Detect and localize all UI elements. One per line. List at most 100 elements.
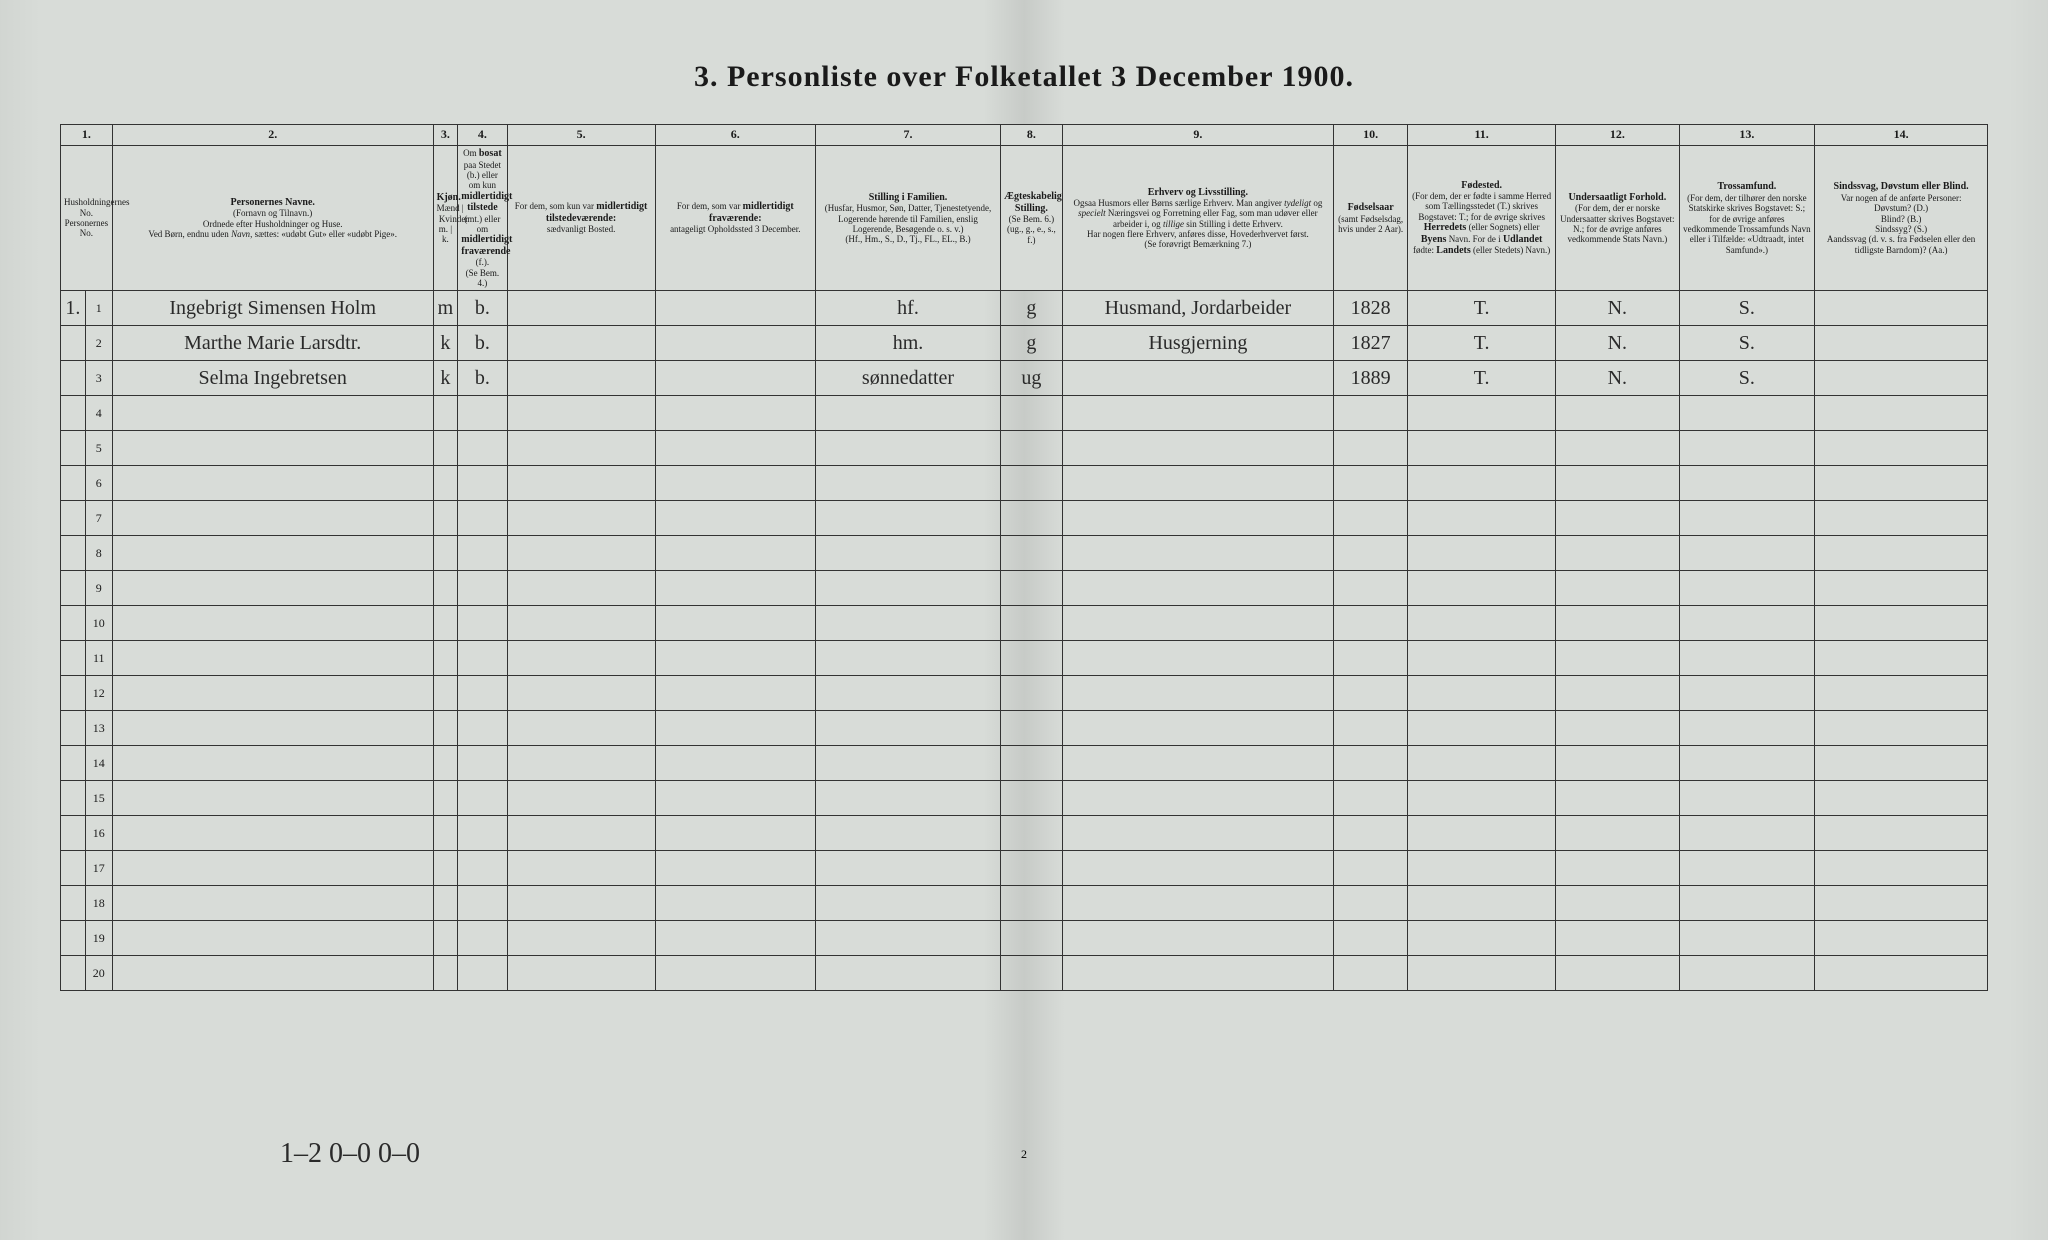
header-12: Undersaatligt Forhold.(For dem, der er n… [1556, 146, 1679, 291]
header-2: Personernes Navne.(Fornavn og Tilnavn.)O… [112, 146, 433, 291]
cell-mar [1001, 711, 1063, 746]
cell-occ [1062, 571, 1333, 606]
cell-rel [1679, 466, 1815, 501]
cell-away [507, 676, 655, 711]
cell-dis [1815, 676, 1988, 711]
cell-dis [1815, 326, 1988, 361]
cell-away [507, 431, 655, 466]
cell-mk: k [433, 326, 458, 361]
cell-occ [1062, 606, 1333, 641]
cell-mk [433, 396, 458, 431]
cell-year [1334, 396, 1408, 431]
cell-birthplace [1408, 781, 1556, 816]
cell-hh [61, 466, 86, 501]
cell-absent [655, 606, 815, 641]
cell-nat [1556, 676, 1679, 711]
cell-birthplace [1408, 676, 1556, 711]
cell-p: 20 [85, 956, 112, 991]
cell-birthplace: T. [1408, 326, 1556, 361]
cell-nat [1556, 781, 1679, 816]
cell-fam [815, 711, 1000, 746]
cell-rel [1679, 606, 1815, 641]
footer-handwritten-note: 1–2 0–0 0–0 [280, 1138, 420, 1170]
cell-nat [1556, 746, 1679, 781]
cell-year: 1827 [1334, 326, 1408, 361]
cell-mar [1001, 816, 1063, 851]
table-row: 13 [61, 711, 1988, 746]
cell-hh [61, 886, 86, 921]
cell-occ [1062, 956, 1333, 991]
cell-nat [1556, 956, 1679, 991]
cell-p: 7 [85, 501, 112, 536]
cell-fam [815, 641, 1000, 676]
cell-mk [433, 921, 458, 956]
header-8: Ægteskabelig Stilling.(Se Bem. 6.)(ug., … [1001, 146, 1063, 291]
cell-year [1334, 746, 1408, 781]
cell-away [507, 886, 655, 921]
cell-dis [1815, 396, 1988, 431]
cell-dis [1815, 501, 1988, 536]
cell-res [458, 921, 507, 956]
colnum-10: 10. [1334, 125, 1408, 146]
cell-hh [61, 571, 86, 606]
cell-absent [655, 676, 815, 711]
cell-name [112, 851, 433, 886]
colnum-7: 7. [815, 125, 1000, 146]
cell-birthplace [1408, 641, 1556, 676]
cell-rel [1679, 956, 1815, 991]
census-table: 1.2.3.4.5.6.7.8.9.10.11.12.13.14. Hushol… [60, 124, 1988, 991]
cell-rel [1679, 711, 1815, 746]
cell-name [112, 466, 433, 501]
table-row: 18 [61, 886, 1988, 921]
cell-rel [1679, 781, 1815, 816]
cell-year [1334, 781, 1408, 816]
cell-mar [1001, 956, 1063, 991]
cell-nat [1556, 501, 1679, 536]
cell-absent [655, 851, 815, 886]
cell-dis [1815, 711, 1988, 746]
cell-absent [655, 816, 815, 851]
cell-mar: g [1001, 326, 1063, 361]
cell-res [458, 676, 507, 711]
cell-name [112, 676, 433, 711]
cell-p: 19 [85, 921, 112, 956]
cell-hh [61, 746, 86, 781]
cell-absent [655, 921, 815, 956]
cell-mar: ug [1001, 361, 1063, 396]
cell-mk [433, 711, 458, 746]
cell-birthplace [1408, 396, 1556, 431]
cell-res [458, 466, 507, 501]
cell-dis [1815, 571, 1988, 606]
cell-absent [655, 746, 815, 781]
cell-fam [815, 606, 1000, 641]
cell-absent [655, 431, 815, 466]
cell-dis [1815, 536, 1988, 571]
cell-away [507, 291, 655, 326]
cell-dis [1815, 746, 1988, 781]
cell-absent [655, 536, 815, 571]
table-row: 6 [61, 466, 1988, 501]
cell-fam [815, 746, 1000, 781]
cell-mk: m [433, 291, 458, 326]
cell-res [458, 571, 507, 606]
header-3: Kjøn.Mænd | Kvinderm. | k. [433, 146, 458, 291]
cell-hh [61, 956, 86, 991]
cell-fam [815, 466, 1000, 501]
column-number-row: 1.2.3.4.5.6.7.8.9.10.11.12.13.14. [61, 125, 1988, 146]
cell-nat [1556, 571, 1679, 606]
cell-year: 1828 [1334, 291, 1408, 326]
cell-rel: S. [1679, 291, 1815, 326]
cell-birthplace [1408, 746, 1556, 781]
cell-name [112, 956, 433, 991]
cell-occ [1062, 361, 1333, 396]
cell-fam [815, 816, 1000, 851]
cell-p: 4 [85, 396, 112, 431]
cell-birthplace [1408, 501, 1556, 536]
cell-nat: N. [1556, 361, 1679, 396]
cell-birthplace [1408, 956, 1556, 991]
cell-dis [1815, 886, 1988, 921]
cell-name [112, 711, 433, 746]
cell-nat [1556, 921, 1679, 956]
cell-dis [1815, 466, 1988, 501]
cell-birthplace [1408, 711, 1556, 746]
